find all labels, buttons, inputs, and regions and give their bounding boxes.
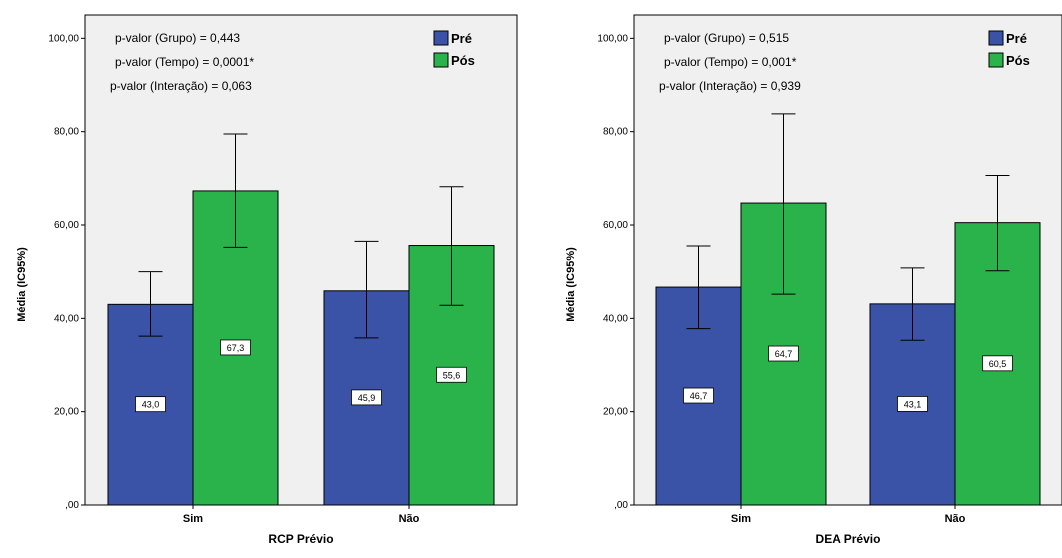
data-label-box [436,366,467,383]
chart-panel-right: ,00 20,00 40,00 60,00 80,00 100,00 46,7 64,7 Sim… [565,14,1062,546]
y-tick-label: 80,00 [603,127,628,138]
y-tick-label: 40,00 [603,313,628,324]
data-label-box [897,396,928,412]
legend-label: Pós [1006,53,1030,68]
data-label: 55,6 [443,370,461,380]
legend-label: Pré [1006,31,1027,46]
legend-label: Pré [451,31,472,46]
p-value-annotation: p-valor (Interação) = 0,063 [110,79,252,93]
data-label-box [683,387,714,404]
p-value-annotation: p-valor (Tempo) = 0,0001* [115,55,254,69]
x-tick-label: Não [945,513,966,525]
y-tick-label: 60,00 [54,220,79,231]
p-value-annotation: p-valor (Tempo) = 0,001* [664,55,797,69]
y-tick-label: 100,00 [597,33,628,44]
y-tick-label: 80,00 [54,127,79,138]
chart-panel-left: ,00 20,00 40,00 60,00 80,00 100,00 43,0 67,3 Sim… [16,14,518,546]
data-label-box [982,355,1013,372]
x-tick-label: Sim [183,513,203,525]
y-tick-label: 100,00 [48,33,79,44]
legend-label: Pós [451,53,475,68]
data-label-box [768,345,799,362]
x-axis-title: RCP Prévio [268,532,333,546]
legend-swatch-Pós [433,52,449,68]
y-tick-label: 20,00 [54,407,79,418]
data-label-box [351,389,382,406]
y-axis-title: Média (IC95%) [565,247,577,322]
x-tick-label: Sim [731,513,751,525]
legend-swatch-Pré [988,30,1004,46]
y-tick-label: 40,00 [54,313,79,324]
y-tick-label: ,00 [614,500,628,511]
y-tick-label: 20,00 [603,407,628,418]
legend-swatch-Pós [988,52,1004,68]
data-label: 64,7 [775,349,793,359]
data-label: 45,9 [358,393,376,403]
data-label: 43,1 [904,399,922,409]
data-label-box [220,339,251,356]
data-label: 67,3 [227,343,245,353]
data-label: 46,7 [690,391,708,401]
data-label-box [135,396,166,413]
y-tick-label: ,00 [65,500,79,511]
p-value-annotation: p-valor (Grupo) = 0,515 [664,31,789,45]
p-value-annotation: p-valor (Grupo) = 0,443 [115,31,240,45]
data-label: 60,5 [989,359,1007,369]
x-tick-label: Não [399,513,420,525]
x-axis-title: DEA Prévio [816,532,881,546]
y-axis-title: Média (IC95%) [16,247,28,322]
y-tick-label: 60,00 [603,220,628,231]
p-value-annotation: p-valor (Interação) = 0,939 [659,79,801,93]
data-label: 43,0 [142,400,160,410]
legend-swatch-Pré [433,30,449,46]
